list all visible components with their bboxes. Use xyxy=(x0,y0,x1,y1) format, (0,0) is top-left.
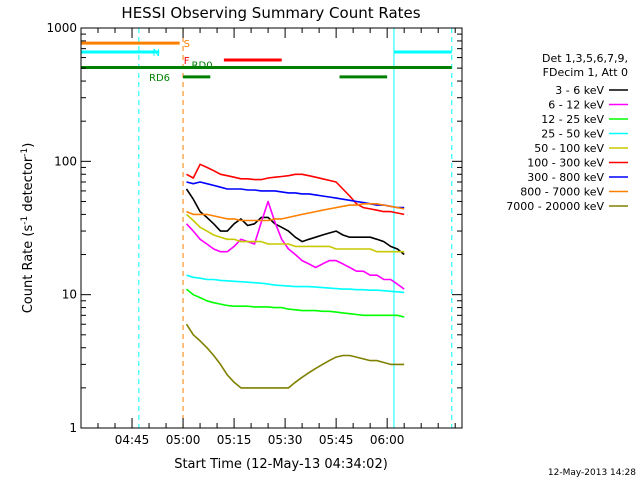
flag-label-s: S xyxy=(184,39,190,50)
timestamp: 12-May-2013 14:28 xyxy=(548,468,636,478)
x-tick-label: 06:00 xyxy=(370,433,405,447)
series-traces xyxy=(185,163,405,389)
y-axis-label: Count Rate (s-1 detector-1) xyxy=(20,143,36,314)
flag-label-rd0: RD0 xyxy=(192,61,213,72)
legend-label: 25 - 50 keV xyxy=(541,128,604,141)
chart-title: HESSI Observing Summary Count Rates xyxy=(121,4,420,22)
y-axis: 1 10 100 1000 xyxy=(46,21,462,435)
flag-label-rd6: RD6 xyxy=(149,73,170,84)
y-tick-label: 100 xyxy=(54,154,77,168)
legend-label: 50 - 100 keV xyxy=(534,142,604,155)
series-line-6 xyxy=(186,163,405,216)
y-tick-label: 1000 xyxy=(46,21,77,35)
series-line-9 xyxy=(185,323,405,389)
x-axis: 04:45 05:00 05:15 05:30 05:45 06:00 xyxy=(97,28,456,447)
legend-label: 800 - 7000 keV xyxy=(520,186,604,199)
x-tick-label: 05:15 xyxy=(217,433,252,447)
flag-label-n: N xyxy=(152,48,159,59)
legend-header-line: Det 1,3,5,6,7,9, xyxy=(542,52,628,65)
legend-label: 100 - 300 keV xyxy=(527,157,604,170)
legend-label: 3 - 6 keV xyxy=(555,84,604,97)
series-line-5 xyxy=(185,213,405,253)
legend-label: 300 - 800 keV xyxy=(527,171,604,184)
x-tick-label: 05:45 xyxy=(319,433,354,447)
x-axis-label: Start Time (12-May-13 04:34:02) xyxy=(174,457,388,472)
series-line-4 xyxy=(186,274,405,294)
status-flags: S N F RD0 RD6 xyxy=(81,39,452,84)
series-line-2 xyxy=(185,200,405,290)
series-line-3 xyxy=(185,288,405,318)
x-tick-label: 05:30 xyxy=(268,433,303,447)
x-tick-label: 04:45 xyxy=(115,433,150,447)
y-tick-label: 10 xyxy=(62,288,77,302)
series-line-1 xyxy=(185,188,405,256)
legend-label: 12 - 25 keV xyxy=(541,113,604,126)
series-line-8 xyxy=(186,203,405,222)
x-tick-label: 05:00 xyxy=(166,433,201,447)
y-tick-label: 1 xyxy=(69,421,77,435)
legend-label: 6 - 12 keV xyxy=(548,99,604,112)
flag-label-f: F xyxy=(184,56,190,67)
legend-header-line: FDecim 1, Att 0 xyxy=(543,66,628,79)
legend: Det 1,3,5,6,7,9, FDecim 1, Att 0 3 - 6 k… xyxy=(506,52,628,213)
plot-frame xyxy=(80,27,463,429)
legend-label: 7000 - 20000 keV xyxy=(506,200,604,213)
